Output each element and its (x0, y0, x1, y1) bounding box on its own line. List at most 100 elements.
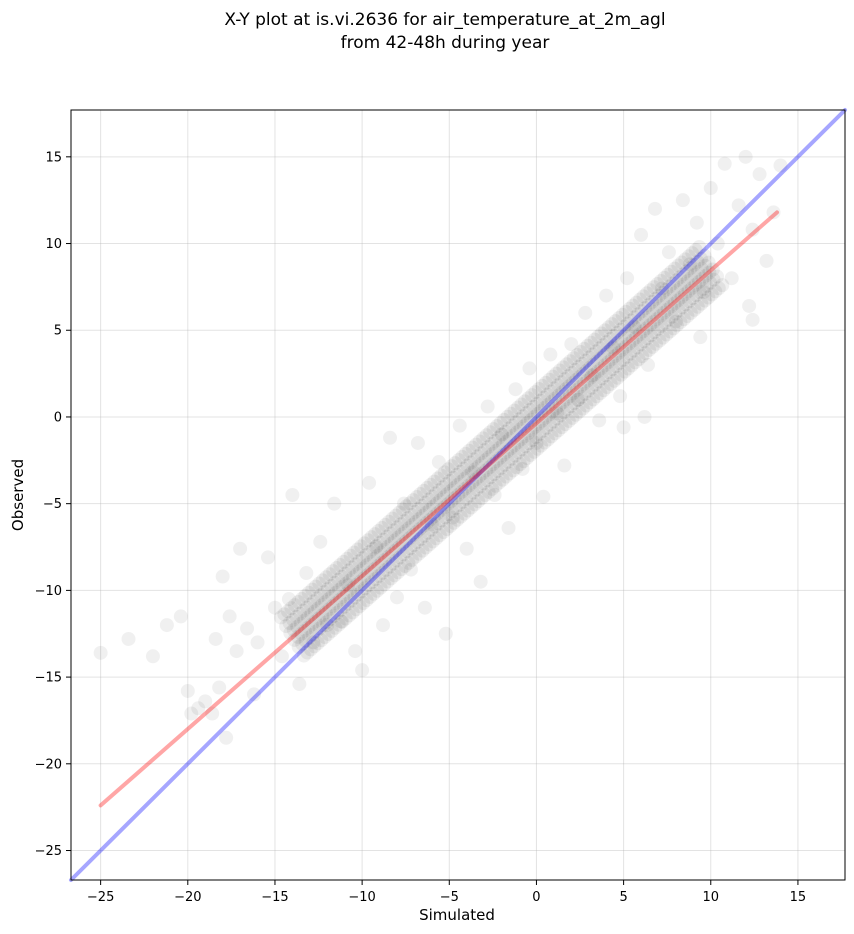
scatter-point (673, 280, 688, 295)
scatter-point (359, 548, 374, 563)
x-tick-label: −15 (261, 890, 288, 905)
scatter-point (523, 403, 538, 418)
scatter-point (361, 533, 376, 548)
scatter-point (392, 550, 407, 565)
scatter-point (389, 590, 404, 605)
scatter-point (701, 255, 716, 270)
scatter-point (631, 352, 646, 367)
scatter-point (405, 518, 420, 533)
scatter-point (516, 419, 531, 434)
scatter-point (366, 551, 381, 566)
scatter-point (649, 336, 664, 351)
scatter-point (524, 388, 539, 403)
scatter-point (390, 520, 405, 535)
scatter-point (684, 271, 699, 286)
scatter-point (446, 470, 461, 485)
scatter-point (587, 332, 602, 347)
scatter-point (614, 367, 629, 382)
scatter-point (458, 446, 473, 461)
y-tick-label: 10 (45, 237, 62, 252)
scatter-point (282, 616, 297, 631)
scatter-point (592, 413, 607, 428)
scatter-point (314, 598, 329, 613)
scatter-point (469, 437, 484, 452)
scatter-point (342, 573, 357, 588)
scatter-point (341, 578, 356, 593)
scatter-point (622, 336, 637, 351)
scatter-point (307, 594, 322, 609)
scatter-point (392, 540, 407, 555)
scatter-point (731, 198, 746, 213)
x-tick-label: 15 (790, 890, 807, 905)
scatter-point (338, 611, 353, 626)
scatter-point (291, 595, 306, 610)
scatter-point (704, 287, 719, 302)
scatter-point (687, 257, 702, 272)
scatter-point (425, 489, 440, 504)
scatter-point (699, 278, 714, 293)
scatter-point (517, 394, 532, 409)
scatter-point (416, 518, 431, 533)
scatter-point (273, 610, 288, 625)
scatter-point (697, 248, 712, 263)
scatter-point (334, 569, 349, 584)
scatter-point (509, 415, 524, 430)
scatter-point (406, 528, 421, 543)
scatter-point (387, 523, 402, 538)
scatter-point (483, 470, 498, 485)
scatter-point (461, 478, 476, 493)
scatter-point (597, 358, 612, 373)
scatter-point (279, 619, 294, 634)
scatter-point (512, 412, 527, 427)
scatter-point (191, 701, 206, 716)
scatter-point (326, 564, 341, 579)
scatter-point (487, 488, 502, 502)
scatter-point (369, 540, 384, 555)
scatter-point (540, 387, 555, 402)
scatter-point (571, 392, 586, 407)
scatter-point (280, 604, 295, 619)
scatter-point (691, 264, 706, 279)
scatter-point (205, 706, 220, 721)
scatter-point (642, 308, 657, 323)
scatter-point (593, 386, 608, 401)
scatter-point (516, 409, 531, 424)
scatter-point (440, 497, 455, 512)
scatter-point (395, 537, 410, 552)
scatter-point (540, 432, 555, 447)
scatter-point (430, 471, 445, 486)
scatter-point (427, 519, 442, 534)
scatter-point (597, 348, 612, 363)
scatter-point (650, 321, 665, 336)
scatter-point (696, 281, 711, 296)
scatter-point (675, 300, 690, 315)
reference-lines (69, 108, 847, 882)
scatter-point (493, 460, 508, 475)
scatter-point (324, 623, 339, 638)
scatter-point (606, 328, 621, 343)
scatter-point (638, 346, 653, 361)
scatter-point (537, 390, 552, 405)
scatter-point (316, 618, 331, 633)
scatter-point (596, 383, 611, 398)
scatter-point (617, 319, 632, 334)
scatter-point (424, 517, 439, 532)
scatter-point (635, 349, 650, 364)
scatter-point (622, 346, 637, 361)
scatter-point (401, 511, 416, 526)
scatter-point (490, 419, 505, 434)
scatter-point (345, 560, 360, 575)
scatter-point (627, 319, 642, 334)
scatter-point (659, 282, 674, 297)
scatter-point (661, 245, 676, 260)
scatter-point (460, 458, 475, 473)
scatter-point (666, 276, 681, 291)
scatter-point (612, 355, 627, 370)
scatter-point (422, 537, 437, 552)
scatter-point (173, 609, 188, 624)
scatter-point (387, 568, 402, 583)
scatter-point (579, 363, 594, 378)
scatter-point (308, 579, 323, 594)
scatter-point (681, 284, 696, 299)
scatter-point (391, 530, 406, 545)
